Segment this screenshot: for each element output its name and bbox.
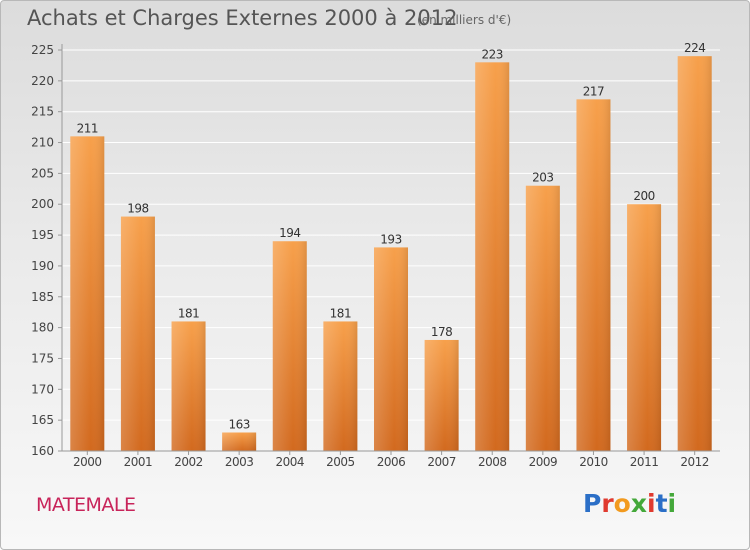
y-tick-label: 195 — [31, 228, 54, 242]
bar-shade — [171, 321, 206, 451]
y-tick-label: 160 — [31, 444, 54, 458]
bar-value-label: 163 — [228, 417, 249, 431]
bar-value-label: 194 — [279, 226, 300, 240]
bar-value-label: 211 — [77, 121, 98, 135]
logo-letter: P — [583, 489, 602, 518]
bar-shade — [525, 185, 560, 451]
bar-shade — [677, 56, 712, 452]
logo-letter: o — [613, 489, 631, 518]
y-tick-label: 210 — [31, 136, 54, 150]
x-tick-label: 2002 — [174, 455, 203, 469]
bar-value-label: 203 — [532, 171, 553, 185]
y-tick-label: 185 — [31, 290, 54, 304]
x-tick-label: 2006 — [377, 455, 406, 469]
x-tick-label: 2009 — [529, 455, 558, 469]
proxiti-logo: Proxiti — [583, 489, 676, 518]
y-tick-label: 205 — [31, 166, 54, 180]
bar-value-label: 217 — [583, 84, 604, 98]
logo-letter: t — [655, 489, 668, 518]
logo-letter: x — [630, 489, 647, 518]
y-tick-label: 170 — [31, 382, 54, 396]
bar-value-label: 200 — [633, 189, 654, 203]
logo-letter: i — [647, 489, 656, 518]
bar-shade — [222, 432, 257, 451]
bar-shade — [70, 136, 105, 451]
y-tick-label: 200 — [31, 197, 54, 211]
x-tick-label: 2003 — [225, 455, 254, 469]
x-tick-label: 2000 — [73, 455, 102, 469]
bar-value-label: 223 — [482, 47, 503, 61]
bar-value-label: 193 — [380, 232, 401, 246]
bar-shade — [323, 321, 358, 451]
chart-unit: (en milliers d'€) — [417, 13, 512, 27]
bar-shade — [120, 216, 155, 451]
bar-shade — [627, 204, 662, 451]
x-tick-label: 2007 — [427, 455, 456, 469]
x-tick-label: 2008 — [478, 455, 507, 469]
y-tick-label: 165 — [31, 413, 54, 427]
y-tick-label: 175 — [31, 351, 54, 365]
chart-title: Achats et Charges Externes 2000 à 2012 — [27, 6, 458, 30]
bar-value-label: 198 — [127, 202, 148, 216]
logo-letter: i — [667, 489, 677, 518]
y-tick-label: 190 — [31, 259, 54, 273]
x-tick-label: 2001 — [124, 455, 153, 469]
bar-shade — [576, 99, 611, 451]
bar-shade — [475, 62, 510, 451]
x-tick-label: 2010 — [579, 455, 608, 469]
y-tick-label: 215 — [31, 105, 54, 119]
bar-value-label: 181 — [178, 306, 199, 320]
bar-value-label: 178 — [431, 325, 452, 339]
bar-shade — [272, 241, 307, 451]
bars: 211 198 181 163 194 181 193 178 223 203 217 200 224 — [70, 41, 712, 452]
bar-value-label: 181 — [330, 306, 351, 320]
x-tick-label: 2005 — [326, 455, 355, 469]
y-tick-label: 180 — [31, 321, 54, 335]
bar-shade — [374, 247, 408, 451]
x-tick-label: 2004 — [275, 455, 304, 469]
bar-shade — [424, 339, 459, 451]
x-tick-label: 2012 — [680, 455, 709, 469]
logo-letter: r — [601, 489, 614, 518]
y-tick-label: 220 — [31, 74, 54, 88]
axes: 160 165 170 175 180 185 190 195 200 205 210 215 220 2… — [31, 43, 720, 469]
bar-value-label: 224 — [684, 41, 705, 55]
y-tick-label: 225 — [31, 43, 54, 57]
x-tick-label: 2011 — [630, 455, 659, 469]
commune-name: MATEMALE — [36, 494, 136, 516]
